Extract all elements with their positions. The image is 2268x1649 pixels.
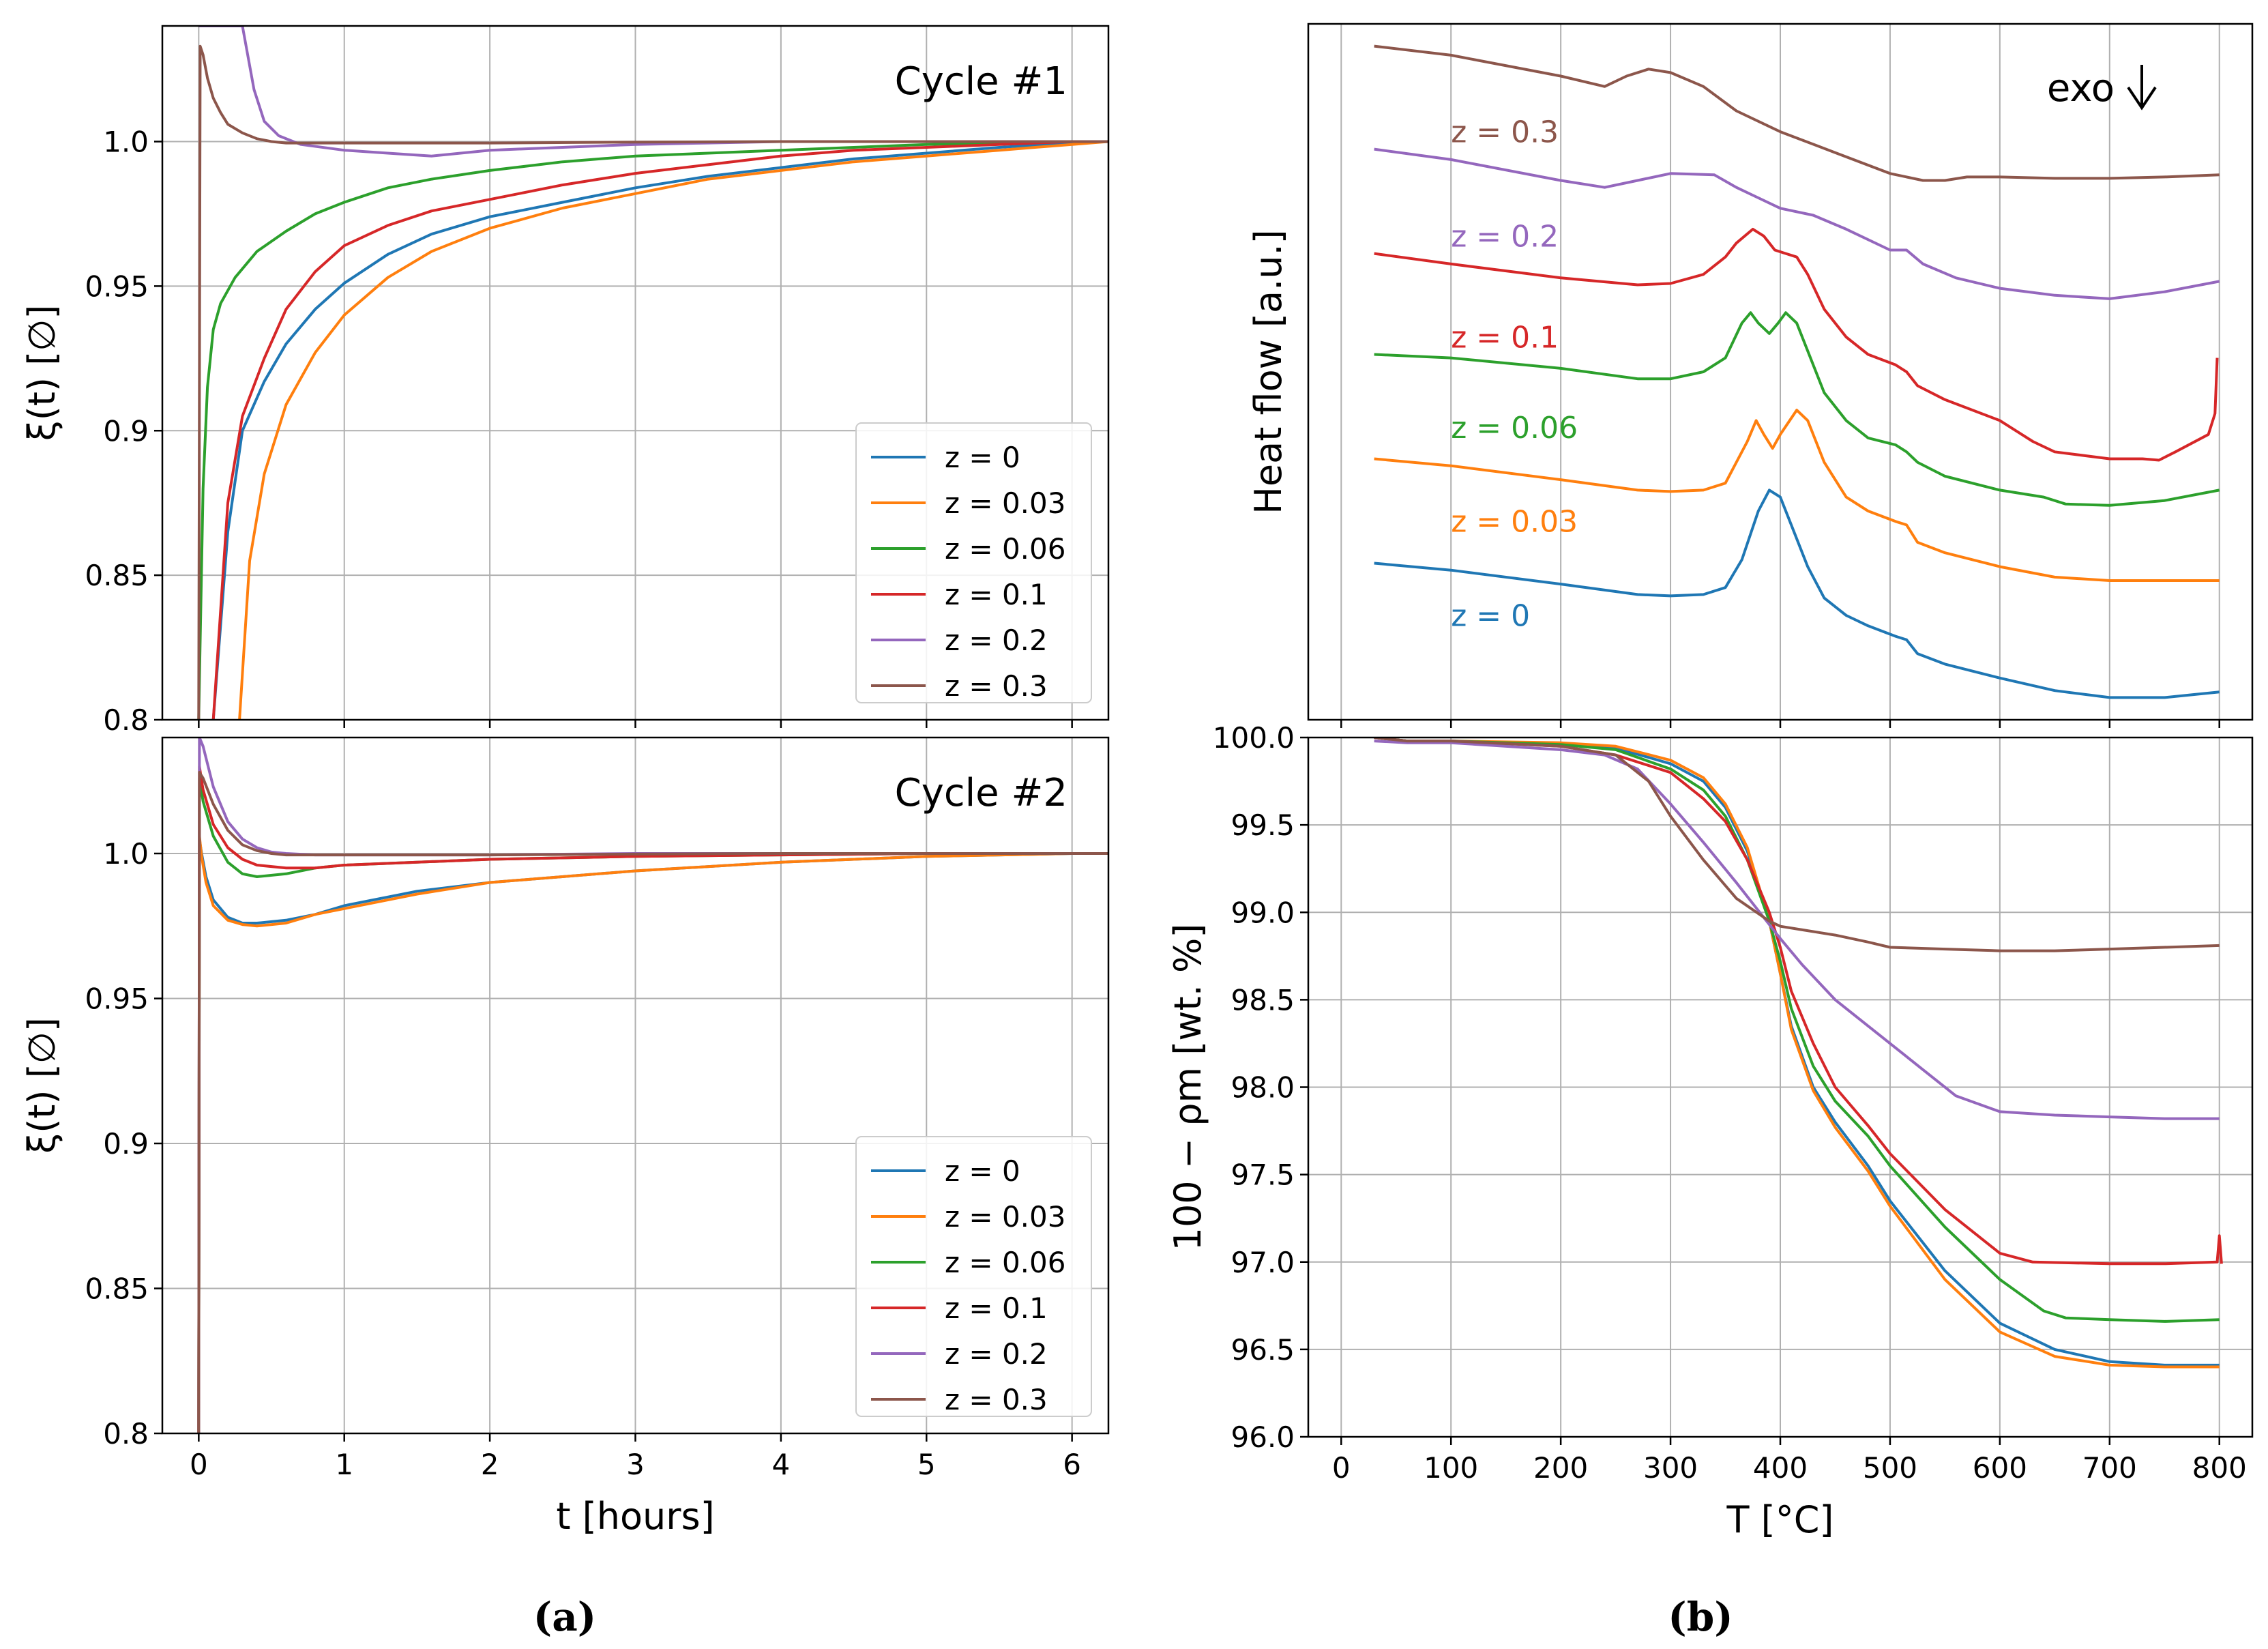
- y-tick-label-cycle2-3: 0.95: [85, 982, 149, 1016]
- series-line-tga-5: [1374, 738, 2220, 952]
- series-line-tga-4: [1374, 740, 2220, 1120]
- series-tga: [1374, 738, 2223, 1369]
- y-tick-label-cycle2-2: 0.9: [103, 1127, 149, 1161]
- x-tick-label-cycle2-6: 6: [1063, 1448, 1081, 1481]
- legend-label-cycle1-2: z = 0.06: [945, 532, 1065, 566]
- x-tick-label-cycle2-0: 0: [190, 1448, 208, 1481]
- y-tick-label-cycle1-4: 1.0: [103, 126, 149, 159]
- y-tick-label-cycle1-3: 0.95: [85, 269, 149, 303]
- caption-b: (b): [1668, 1594, 1733, 1640]
- legend-cycle1: z = 0 z = 0.03 z = 0.06 z = 0.1 z = 0.2 z = 0…: [855, 422, 1092, 703]
- series-line-dsc-2: [1374, 311, 2220, 507]
- x-tick-label-tga-3: 300: [1643, 1451, 1698, 1485]
- series-label-dsc-1: z = 0.03: [1451, 505, 1578, 540]
- legend-box-cycle2: [855, 1136, 1092, 1417]
- series-cycle2: [197, 738, 1108, 1433]
- y-tick-label-tga-3: 97.5: [1231, 1158, 1295, 1192]
- x-tick-label-cycle2-4: 4: [772, 1448, 791, 1481]
- legend-label-cycle2-0: z = 0: [945, 1154, 1020, 1188]
- y-tick-label-cycle1-1: 0.85: [85, 559, 149, 592]
- exo-down-arrow-icon: [2127, 65, 2157, 111]
- x-tick-label-tga-8: 800: [2192, 1451, 2247, 1485]
- y-axis-label-cycle2: ξ(t) [∅]: [20, 1017, 63, 1154]
- legend-label-cycle1-3: z = 0.1: [945, 578, 1048, 611]
- y-axis-label-dsc: Heat flow [a.u.]: [1247, 229, 1290, 514]
- series-line-dsc-5: [1374, 44, 2220, 182]
- y-tick-label-tga-7: 99.5: [1231, 808, 1295, 842]
- chart-cycle2: 0 1 2 3 4 5 6 0.8 0.85 0.9 0.95 1.0 ξ(t) [∅] t [hours…: [20, 736, 1110, 1538]
- series-label-dsc-4: z = 0.2: [1451, 219, 1559, 254]
- x-axis-label-cycle2: t [hours]: [556, 1495, 714, 1538]
- series-label-dsc-2: z = 0.06: [1451, 411, 1578, 446]
- legend-box-cycle1: [855, 422, 1092, 703]
- series-line-cycle1-5: [197, 44, 1108, 720]
- legend-label-cycle1-5: z = 0.3: [945, 669, 1048, 703]
- series-line-tga-1: [1374, 738, 2220, 1369]
- y-tick-label-cycle2-4: 1.0: [103, 837, 149, 871]
- series-dsc: [1374, 44, 2220, 699]
- series-line-cycle1-2: [197, 140, 1108, 720]
- series-line-dsc-1: [1374, 409, 2220, 582]
- chart-tga: 0 100 200 300 400 500 600 700 800 96.0 96.5 97.0 97.…: [1166, 721, 2254, 1541]
- x-tick-label-tga-2: 200: [1533, 1451, 1588, 1485]
- legend-label-cycle1-0: z = 0: [945, 441, 1020, 474]
- series-label-dsc-0: z = 0: [1451, 598, 1530, 633]
- legend-label-cycle1-1: z = 0.03: [945, 486, 1065, 520]
- y-tick-label-cycle2-0: 0.8: [103, 1417, 149, 1450]
- series-cycle1: [197, 26, 1108, 720]
- y-tick-label-tga-4: 98.0: [1231, 1071, 1295, 1105]
- legend-label-cycle2-1: z = 0.03: [945, 1200, 1065, 1234]
- series-line-dsc-3: [1374, 227, 2219, 462]
- legend-label-cycle2-4: z = 0.2: [945, 1337, 1048, 1371]
- x-tick-label-tga-7: 700: [2082, 1451, 2137, 1485]
- legend-label-cycle2-2: z = 0.06: [945, 1246, 1065, 1279]
- x-tick-label-tga-6: 600: [1973, 1451, 2027, 1485]
- chart-cycle1: 0.80.850.90.951.0ξ(t) [∅]Cycle #1z = 0z …: [20, 25, 1110, 737]
- series-line-dsc-4: [1374, 147, 2220, 300]
- legend-label-cycle1-4: z = 0.2: [945, 624, 1048, 657]
- legend-label-cycle2-3: z = 0.1: [945, 1292, 1048, 1325]
- series-line-cycle2-5: [197, 771, 1108, 1433]
- y-tick-label-tga-1: 96.5: [1231, 1333, 1295, 1367]
- chart-dsc: Heat flow [a.u.] exo z = 0 z = 0.03 z = 0.06…: [1247, 23, 2254, 728]
- y-tick-label-tga-5: 98.5: [1231, 983, 1295, 1017]
- x-tick-label-cycle2-5: 5: [917, 1448, 936, 1481]
- y-tick-label-tga-6: 99.0: [1231, 896, 1295, 929]
- panel-text-cycle2: Cycle #2: [895, 771, 1067, 815]
- series-line-tga-2: [1374, 738, 2220, 1323]
- y-tick-label-tga-0: 96.0: [1231, 1420, 1295, 1454]
- series-label-dsc-3: z = 0.1: [1451, 320, 1559, 355]
- y-axis-label-cycle1: ξ(t) [∅]: [20, 305, 63, 441]
- y-tick-label-tga-8: 100.0: [1213, 721, 1295, 755]
- y-tick-label-cycle2-1: 0.85: [85, 1272, 149, 1306]
- x-tick-label-tga-1: 100: [1424, 1451, 1478, 1485]
- series-line-cycle1-3: [211, 140, 1108, 720]
- x-tick-label-tga-0: 0: [1332, 1451, 1351, 1485]
- x-tick-label-tga-5: 500: [1863, 1451, 1917, 1485]
- grid-dsc: [1340, 24, 2220, 720]
- y-tick-label-cycle1-0: 0.8: [103, 703, 149, 737]
- series-line-cycle1-1: [238, 140, 1108, 720]
- panel-text-dsc: exo: [2047, 66, 2115, 111]
- y-tick-label-cycle1-2: 0.9: [103, 414, 149, 448]
- caption-a: (a): [533, 1594, 596, 1640]
- legend-cycle2: z = 0 z = 0.03 z = 0.06 z = 0.1 z = 0.2 z = 0…: [855, 1136, 1092, 1417]
- legend-label-cycle2-5: z = 0.3: [945, 1383, 1048, 1416]
- x-axis-label-tga: T [°C]: [1726, 1498, 1834, 1541]
- x-tick-label-cycle2-2: 2: [481, 1448, 499, 1481]
- series-label-dsc-5: z = 0.3: [1451, 115, 1559, 149]
- series-line-dsc-0: [1374, 488, 2220, 699]
- x-tick-label-cycle2-1: 1: [335, 1448, 353, 1481]
- panel-text-cycle1: Cycle #1: [895, 59, 1067, 104]
- x-tick-label-tga-4: 400: [1753, 1451, 1808, 1485]
- x-tick-label-cycle2-3: 3: [626, 1448, 645, 1481]
- series-line-cycle1-0: [211, 140, 1108, 720]
- y-tick-label-tga-2: 97.0: [1231, 1246, 1295, 1279]
- y-axis-label-tga: 100 − ρm [wt. %]: [1166, 924, 1209, 1251]
- series-line-cycle2-1: [197, 834, 1108, 1433]
